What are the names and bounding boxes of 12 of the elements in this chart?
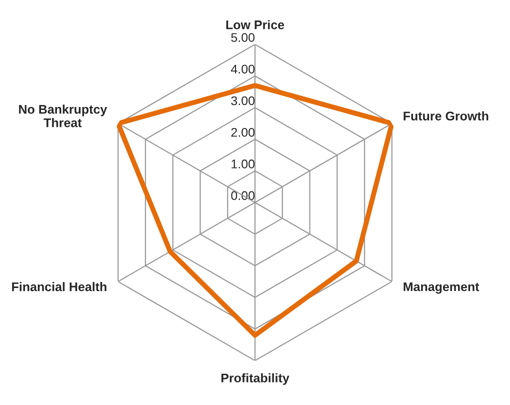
y-tick-label: 5.00 — [231, 33, 255, 42]
spoke-label: Low Price — [226, 20, 284, 30]
spoke-label: Profitability — [221, 373, 290, 385]
y-tick-label: 3.00 — [231, 96, 255, 106]
spoke-label: Financial Health — [12, 282, 106, 292]
spoke-label: Future Growth — [404, 111, 488, 120]
y-tick-label: 4.00 — [230, 64, 255, 74]
y-tick-label: 0.00 — [231, 191, 255, 200]
spoke-label: Management — [404, 282, 480, 294]
spoke-label: No Bankruptcy Threat — [19, 104, 108, 128]
y-tick-label: 1.00 — [232, 160, 255, 168]
y-tick-label: 2.00 — [231, 128, 255, 137]
